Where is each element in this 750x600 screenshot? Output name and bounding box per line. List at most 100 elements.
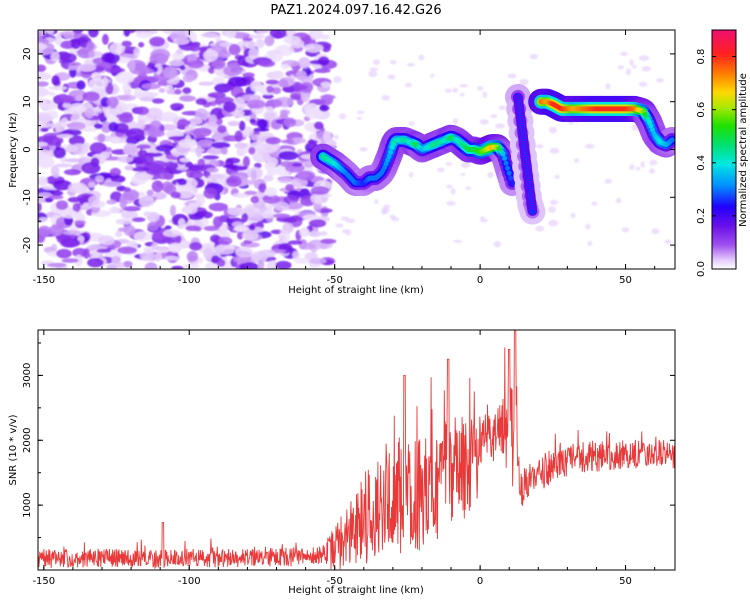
noise-speckle (285, 183, 295, 192)
noise-speckle (124, 165, 135, 171)
noise-speckle (257, 249, 276, 258)
noise-speckle (223, 101, 237, 113)
noise-speckle (345, 229, 352, 236)
y-tick-label: 1000 (22, 492, 33, 517)
noise-speckle (106, 96, 119, 108)
noise-speckle (186, 251, 199, 262)
noise-speckle (53, 147, 66, 159)
noise-speckle (356, 116, 363, 121)
noise-speckle (266, 99, 283, 108)
noise-speckle (302, 214, 320, 222)
noise-speckle (226, 30, 237, 39)
y-tick-label: -10 (22, 189, 33, 205)
noise-speckle (38, 64, 47, 73)
noise-speckle (121, 40, 132, 47)
x-tick-label: -50 (327, 275, 343, 286)
noise-speckle (250, 195, 260, 204)
noise-speckle (248, 146, 256, 155)
noise-speckle (62, 95, 75, 104)
noise-speckle (189, 170, 204, 179)
noise-speckle (171, 265, 184, 269)
noise-speckle (548, 219, 559, 227)
noise-speckle (164, 225, 172, 230)
noise-speckle (641, 66, 652, 72)
noise-speckle (444, 88, 452, 93)
noise-speckle (46, 30, 55, 35)
noise-speckle (114, 230, 123, 238)
noise-speckle (265, 137, 282, 145)
noise-speckle (170, 191, 182, 199)
noise-speckle (176, 35, 188, 44)
noise-speckle (154, 252, 161, 262)
y-tick-label: 10 (22, 95, 33, 108)
noise-speckle (116, 262, 125, 269)
noise-speckle (229, 165, 248, 171)
noise-speckle (38, 225, 52, 237)
noise-speckle (151, 98, 165, 104)
noise-speckle (203, 49, 219, 62)
noise-speckle (273, 201, 290, 211)
spectrogram-x-axis-label: Height of straight line (km) (288, 285, 424, 296)
noise-speckle (143, 211, 152, 217)
noise-speckle (228, 44, 241, 56)
noise-speckle (656, 78, 664, 83)
noise-speckle (664, 239, 672, 244)
noise-speckle (63, 169, 82, 176)
x-tick-label: 0 (477, 275, 483, 286)
noise-speckle (38, 141, 48, 147)
noise-speckle (270, 229, 284, 235)
noise-speckle (172, 51, 185, 62)
noise-speckle (477, 85, 484, 92)
noise-speckle (137, 149, 148, 158)
colorbar-tick-label: 0.2 (696, 208, 707, 224)
noise-speckle (220, 230, 228, 236)
noise-speckle (272, 213, 291, 219)
noise-speckle (262, 142, 281, 152)
noise-speckle (168, 242, 182, 254)
noise-speckle (195, 145, 203, 158)
noise-speckle (234, 96, 245, 108)
noise-speckle (131, 217, 146, 223)
noise-speckle (570, 212, 576, 218)
noise-speckle (211, 58, 226, 70)
noise-speckle (620, 51, 628, 57)
ridge-mark (503, 160, 509, 166)
noise-speckle (548, 126, 557, 134)
noise-speckle (460, 173, 466, 177)
noise-speckle (269, 30, 287, 39)
noise-speckle (262, 153, 273, 162)
noise-speckle (110, 136, 121, 144)
noise-speckle (156, 173, 171, 180)
noise-speckle (176, 166, 189, 171)
noise-speckle (250, 169, 257, 181)
noise-speckle (128, 59, 136, 72)
noise-speckle (185, 225, 202, 232)
noise-speckle (81, 162, 101, 174)
noise-speckle (122, 189, 140, 201)
noise-speckle (108, 121, 119, 132)
noise-speckle (188, 44, 201, 52)
noise-speckle (73, 220, 86, 225)
noise-speckle (136, 144, 152, 150)
noise-speckle (554, 174, 560, 179)
noise-speckle (605, 82, 611, 90)
noise-speckle (263, 174, 274, 182)
colorbar-tick-label: 0.6 (696, 102, 707, 118)
noise-speckle (493, 240, 502, 248)
noise-speckle (232, 32, 251, 39)
noise-speckle (262, 213, 273, 219)
noise-speckle (54, 33, 63, 46)
noise-speckle (182, 87, 192, 95)
noise-speckle (405, 82, 413, 88)
noise-speckle (56, 133, 74, 139)
noise-speckle (225, 175, 242, 187)
noise-speckle (359, 146, 368, 152)
noise-speckle (445, 184, 453, 189)
noise-speckle (195, 98, 208, 106)
noise-speckle (203, 187, 218, 199)
noise-speckle (320, 94, 336, 100)
noise-speckle (281, 110, 288, 118)
noise-speckle (149, 36, 166, 47)
noise-speckle (617, 65, 624, 70)
